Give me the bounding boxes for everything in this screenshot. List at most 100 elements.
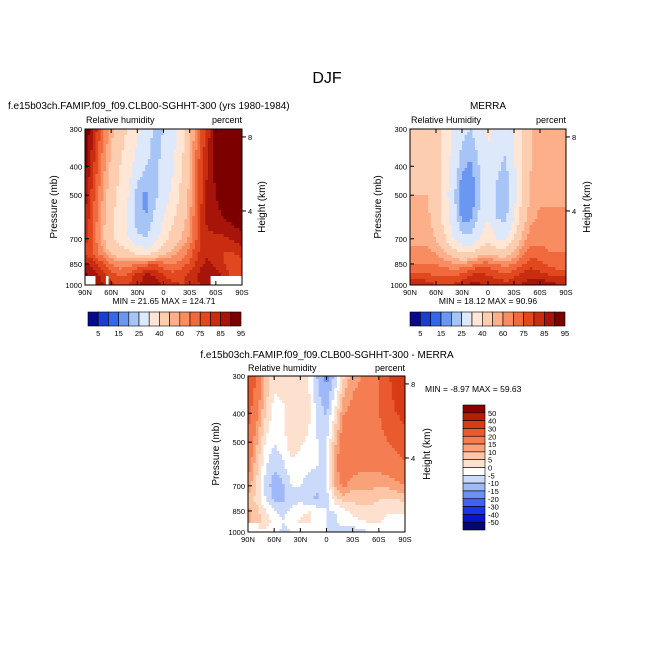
field-cell: [547, 129, 551, 133]
field-cell: [446, 174, 450, 178]
field-cell: [532, 180, 536, 184]
field-cell: [184, 189, 188, 193]
field-cell: [189, 276, 193, 280]
field-cell: [85, 186, 89, 190]
field-cell: [213, 264, 217, 268]
field-cell: [194, 153, 198, 157]
field-cell: [215, 183, 219, 187]
field-cell: [228, 162, 232, 166]
field-cell: [482, 159, 486, 163]
field-cell: [506, 135, 510, 139]
field-cell: [456, 216, 460, 220]
field-cell: [467, 129, 471, 133]
field-cell: [202, 174, 206, 178]
field-cell: [139, 177, 143, 181]
field-cell: [98, 279, 102, 283]
field-cell: [187, 234, 191, 238]
field-cell: [155, 213, 159, 217]
field-cell: [116, 261, 120, 265]
field-cell: [417, 192, 421, 196]
field-cell: [85, 144, 89, 148]
field-cell: [87, 210, 91, 214]
field-cell: [155, 258, 159, 262]
field-cell: [197, 240, 201, 244]
field-cell: [451, 150, 455, 154]
field-cell: [228, 267, 232, 271]
field-cell: [155, 159, 159, 163]
field-cell: [540, 138, 543, 142]
field-cell: [173, 138, 177, 142]
field-cell: [449, 141, 452, 145]
field-cell: [153, 192, 157, 196]
field-cell: [477, 213, 481, 217]
field-cell: [163, 276, 167, 280]
field-cell: [187, 180, 191, 184]
field-cell: [213, 216, 217, 220]
field-cell: [194, 258, 198, 262]
field-cell: [92, 222, 96, 226]
field-cell: [529, 135, 533, 139]
field-cell: [480, 165, 484, 169]
field-cell: [438, 153, 442, 157]
field-cell: [137, 174, 141, 178]
field-cell: [441, 144, 445, 148]
field-cell: [124, 246, 128, 250]
field-cell: [158, 174, 162, 178]
field-cell: [129, 207, 133, 211]
field-cell: [490, 207, 494, 211]
field-cell: [234, 249, 238, 253]
field-cell: [236, 243, 240, 247]
field-cell: [415, 198, 419, 202]
field-cell: [95, 147, 99, 151]
field-cell: [187, 147, 191, 151]
field-cell: [145, 198, 149, 202]
field-cell: [160, 264, 164, 268]
field-cell: [100, 201, 104, 205]
field-cell: [545, 165, 549, 169]
field-cell: [417, 144, 421, 148]
field-cell: [412, 210, 416, 214]
field-cell: [163, 222, 167, 226]
field-cell: [176, 282, 180, 286]
field-cell: [495, 201, 499, 205]
field-cell: [111, 264, 115, 268]
field-cell: [451, 204, 455, 208]
field-cell: [155, 264, 159, 268]
field-cell: [480, 216, 484, 220]
field-cell: [215, 273, 219, 277]
field-cell: [111, 198, 115, 202]
field-cell: [430, 189, 434, 193]
field-cell: [105, 174, 109, 178]
field-cell: [527, 204, 530, 208]
field-cell: [495, 150, 499, 154]
field-cell: [166, 249, 170, 253]
field-cell: [469, 195, 473, 199]
field-cell: [192, 279, 196, 283]
field-cell: [534, 189, 538, 193]
field-cell: [547, 180, 551, 184]
field-cell: [423, 216, 426, 220]
field-cell: [438, 177, 442, 181]
field-cell: [179, 183, 183, 187]
field-cell: [446, 186, 450, 190]
field-cell: [142, 207, 146, 211]
field-cell: [475, 213, 478, 217]
field-cell: [415, 153, 419, 157]
field-cell: [202, 156, 206, 160]
field-cell: [218, 282, 222, 286]
field-cell: [415, 201, 419, 205]
field-cell: [547, 165, 551, 169]
field-cell: [187, 261, 191, 265]
field-cell: [205, 279, 209, 283]
field-cell: [472, 186, 476, 190]
field-cell: [113, 144, 117, 148]
field-cell: [142, 234, 146, 238]
field-cell: [87, 219, 91, 223]
field-cell: [134, 159, 138, 163]
field-cell: [150, 159, 154, 163]
field-cell: [111, 234, 115, 238]
field-cell: [508, 147, 512, 151]
field-cell: [462, 159, 465, 163]
field-cell: [210, 171, 214, 175]
field-cell: [134, 210, 138, 214]
